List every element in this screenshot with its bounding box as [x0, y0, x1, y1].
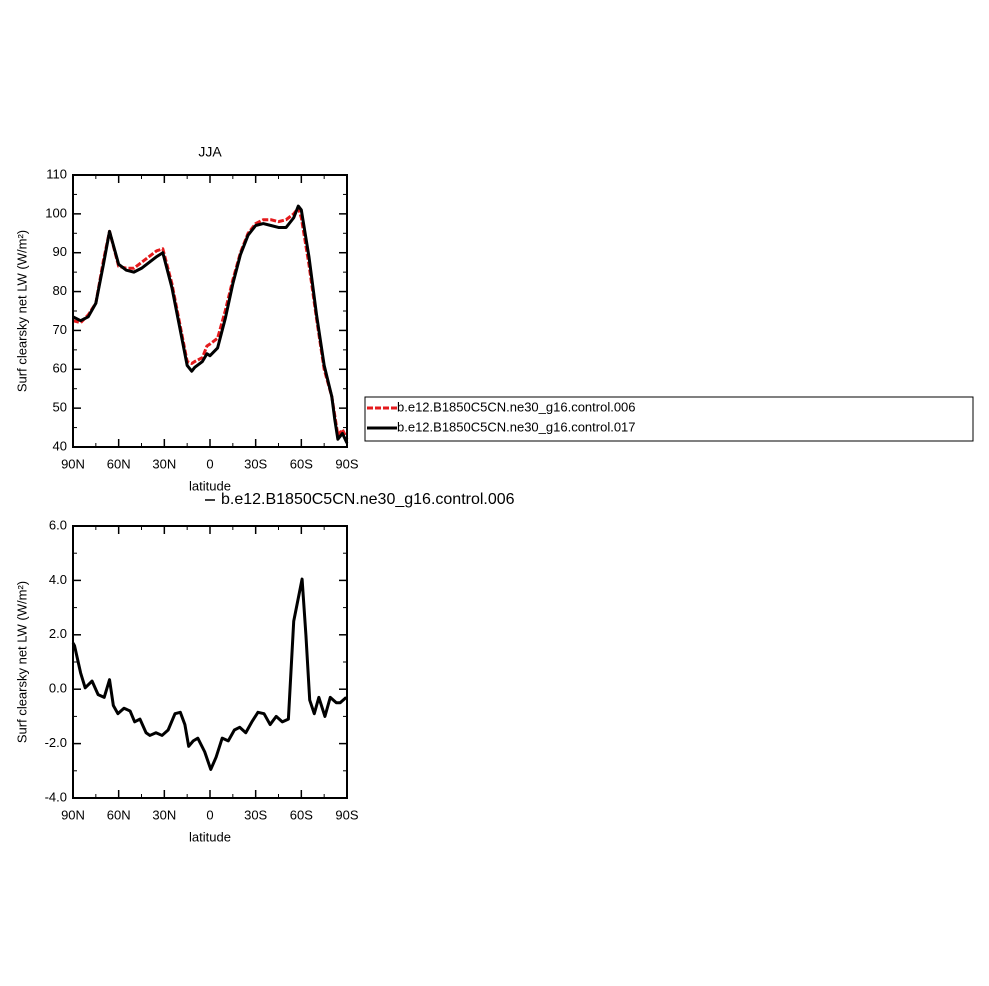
legend-label: b.e12.B1850C5CN.ne30_g16.control.006: [397, 399, 636, 414]
y-axis-label: Surf clearsky net LW (W/m²): [14, 230, 29, 392]
x-tick-label: 30N: [152, 807, 176, 822]
series-line: [72, 204, 349, 444]
x-tick-label: 90S: [335, 807, 358, 822]
x-tick-label: 0: [206, 807, 213, 822]
y-tick-label: 6.0: [49, 517, 67, 532]
legend-label: b.e12.B1850C5CN.ne30_g16.control.006: [221, 491, 515, 508]
y-tick-label: 100: [45, 205, 67, 220]
y-tick-label: 70: [53, 322, 67, 337]
x-tick-label: 90N: [61, 456, 85, 471]
x-tick-label: 30N: [152, 456, 176, 471]
y-tick-label: 80: [53, 283, 67, 298]
y-tick-label: 110: [46, 166, 67, 181]
x-tick-label: 60N: [107, 807, 131, 822]
x-tick-label: 90S: [335, 456, 358, 471]
y-tick-label: 50: [53, 400, 67, 415]
y-tick-label: 0.0: [49, 681, 67, 696]
x-tick-label: 90N: [61, 807, 85, 822]
plot-frame: [72, 174, 348, 448]
series-line: [71, 577, 348, 771]
y-tick-label: -2.0: [45, 735, 67, 750]
x-tick-label: 30S: [244, 456, 267, 471]
legend-label: b.e12.B1850C5CN.ne30_g16.control.017: [397, 419, 636, 434]
y-tick-label: 90: [53, 244, 67, 259]
x-tick-label: 30S: [244, 807, 267, 822]
x-axis-label: latitude: [189, 829, 231, 844]
x-tick-label: 60N: [107, 456, 131, 471]
y-tick-label: 60: [53, 361, 67, 376]
y-tick-label: -4.0: [45, 789, 67, 804]
chart-title: JJA: [198, 144, 222, 160]
y-tick-label: 4.0: [49, 572, 67, 587]
x-tick-label: 60S: [290, 807, 313, 822]
y-axis-label: Surf clearsky net LW (W/m²): [14, 581, 29, 743]
x-tick-label: 0: [206, 456, 213, 471]
plot-frame: [72, 525, 348, 799]
y-tick-label: 40: [53, 438, 67, 453]
legend-box: [364, 396, 974, 442]
y-tick-label: 2.0: [49, 626, 67, 641]
x-axis-label: latitude: [189, 478, 231, 493]
x-tick-label: 60S: [290, 456, 313, 471]
